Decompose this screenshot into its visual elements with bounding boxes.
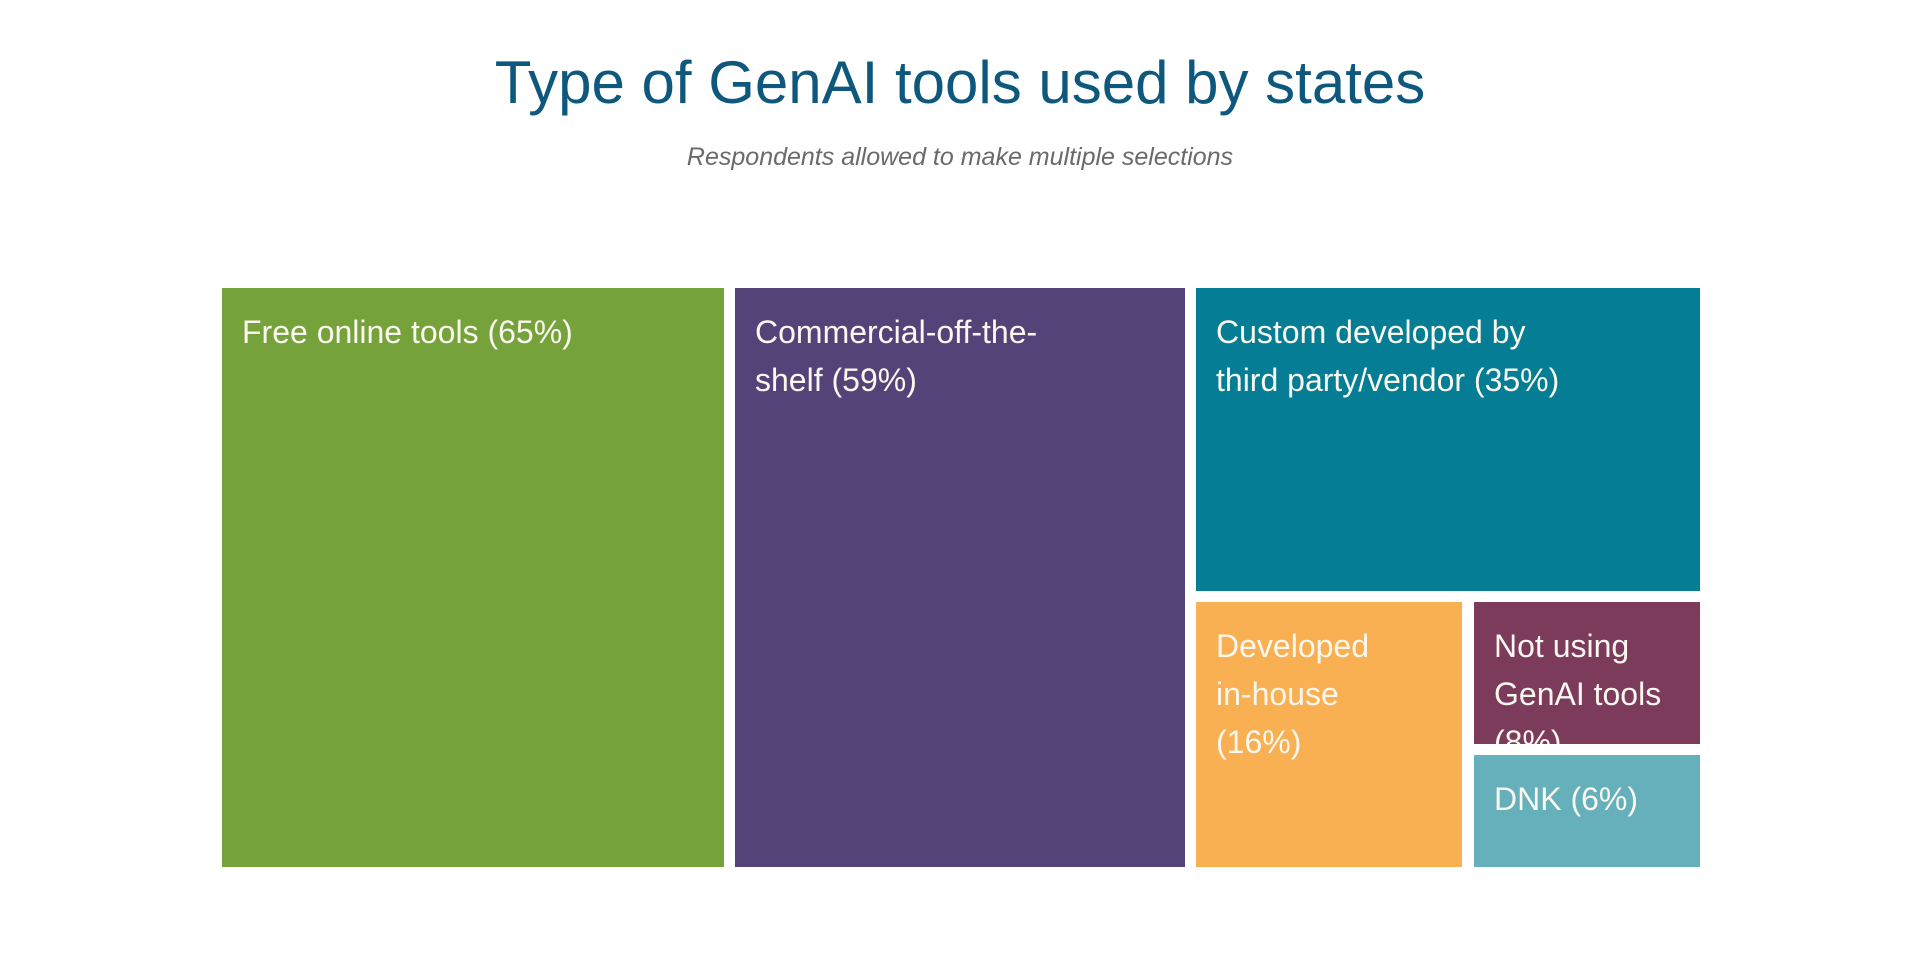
treemap-chart: Free online tools (65%) Commercial-off-t… [222, 288, 1700, 867]
treemap-tile-custom-developed-third-party[interactable]: Custom developed by third party/vendor (… [1196, 288, 1700, 591]
treemap-tile-label: Custom developed by third party/vendor (… [1216, 314, 1560, 398]
treemap-tile-free-online-tools[interactable]: Free online tools (65%) [222, 288, 724, 867]
treemap-tile-developed-in-house[interactable]: Developed in-house (16%) [1196, 602, 1462, 867]
chart-header: Type of GenAI tools used by states Respo… [0, 0, 1920, 172]
chart-title: Type of GenAI tools used by states [494, 49, 1426, 116]
treemap-tile-label: Developed in-house (16%) [1216, 628, 1369, 760]
chart-subtitle: Respondents allowed to make multiple sel… [686, 143, 1234, 171]
treemap-tile-label: Not using GenAI tools (8%) [1494, 628, 1662, 744]
treemap-tile-label: Free online tools (65%) [242, 314, 573, 350]
treemap-tile-not-using-genai-tools[interactable]: Not using GenAI tools (8%) [1474, 602, 1700, 744]
treemap-tile-label: DNK (6%) [1494, 781, 1639, 817]
treemap-tile-commercial-off-the-shelf[interactable]: Commercial-off-the- shelf (59%) [735, 288, 1185, 867]
treemap-tile-dnk[interactable]: DNK (6%) [1474, 755, 1700, 867]
treemap-tile-label: Commercial-off-the- shelf (59%) [755, 314, 1038, 398]
